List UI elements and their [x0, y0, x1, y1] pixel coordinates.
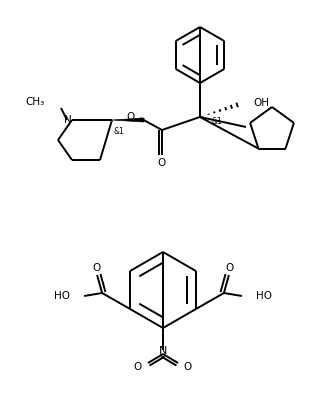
Text: CH₃: CH₃: [26, 97, 45, 107]
Text: &1: &1: [212, 118, 223, 126]
Text: HO: HO: [54, 291, 70, 301]
Text: O: O: [127, 112, 135, 122]
Text: O: O: [134, 362, 142, 372]
Text: O: O: [92, 263, 100, 273]
Text: O: O: [158, 158, 166, 168]
Text: O: O: [184, 362, 192, 372]
Polygon shape: [112, 118, 144, 122]
Text: N: N: [159, 346, 167, 356]
Text: HO: HO: [256, 291, 272, 301]
Text: O: O: [226, 263, 234, 273]
Text: N: N: [64, 115, 72, 125]
Text: OH: OH: [253, 98, 269, 108]
Text: &1: &1: [114, 126, 125, 135]
